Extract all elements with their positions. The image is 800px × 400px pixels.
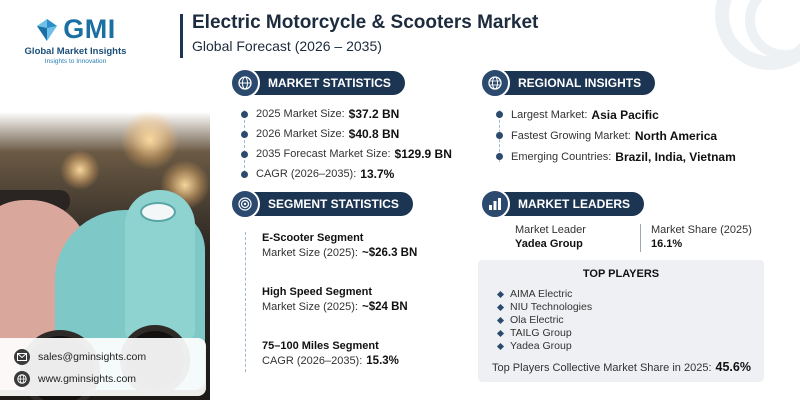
market-leader-name: Yadea Group — [515, 238, 583, 250]
player-item: Yadea Group — [496, 340, 572, 352]
stat-2035-forecast: 2035 Forecast Market Size: $129.9 BN — [240, 144, 460, 164]
market-leaders-header: MARKET LEADERS — [480, 189, 680, 219]
largest-market: Largest Market: Asia Pacific — [495, 104, 765, 125]
player-item: TAILG Group — [496, 327, 572, 339]
website-row[interactable]: www.gminsights.com — [14, 368, 206, 390]
market-leaders-title: MARKET LEADERS — [496, 192, 645, 216]
title-accent-bar — [180, 14, 183, 58]
gmi-logo-icon — [37, 18, 58, 41]
email-row[interactable]: sales@gminsights.com — [14, 346, 206, 368]
gmi-logo[interactable]: GMI Global Market Insights Insights to I… — [18, 14, 133, 65]
mail-icon — [14, 349, 30, 365]
market-share-value: 16.1% — [651, 238, 683, 250]
brand-tagline: Insights to Innovation — [44, 58, 107, 65]
regional-insights-title: REGIONAL INSIGHTS — [496, 71, 656, 95]
globe-chart-icon — [230, 68, 260, 98]
market-statistics-title: MARKET STATISTICS — [246, 71, 405, 95]
fastest-growing-market: Fastest Growing Market: North America — [495, 125, 765, 146]
logo-text: GMI — [63, 14, 116, 44]
market-leader: Market Leader Yadea Group — [515, 224, 586, 250]
target-icon — [230, 189, 260, 219]
player-item: NIU Technologies — [496, 301, 592, 313]
regional-insights-header: REGIONAL INSIGHTS — [480, 68, 680, 98]
segment-statistics-header: SEGMENT STATISTICS — [230, 189, 430, 219]
market-share-label: Market Share (2025) — [651, 224, 752, 236]
segment-high-speed: High Speed Segment Market Size (2025): ~$… — [262, 286, 408, 313]
market-share: Market Share (2025) 16.1% — [651, 224, 752, 250]
globe-icon — [480, 68, 510, 98]
page-title: Electric Motorcycle & Scooters Market — [192, 12, 539, 33]
player-item: Ola Electric — [496, 314, 564, 326]
globe-icon — [14, 371, 30, 387]
market-statistics-header: MARKET STATISTICS — [230, 68, 430, 98]
brand-name: Global Market Insights — [24, 46, 127, 57]
top-players-box: TOP PLAYERS AIMA Electric NIU Technologi… — [478, 260, 764, 382]
segment-divider-line — [245, 232, 246, 372]
segment-statistics-title: SEGMENT STATISTICS — [246, 192, 413, 216]
bar-chart-icon — [480, 189, 510, 219]
stat-2025-size: 2025 Market Size: $37.2 BN — [240, 104, 460, 124]
leader-divider — [640, 224, 641, 252]
email-link[interactable]: sales@gminsights.com — [38, 351, 147, 363]
decorative-ring — [745, 0, 800, 60]
segment-escooter: E-Scooter Segment Market Size (2025): ~$2… — [262, 232, 418, 259]
website-link[interactable]: www.gminsights.com — [38, 373, 137, 385]
contact-box: sales@gminsights.com www.gminsights.com — [0, 338, 206, 396]
stat-cagr: CAGR (2026–2035): 13.7% — [240, 164, 460, 184]
segment-75-100-miles: 75–100 Miles Segment CAGR (2026–2035): 15… — [262, 340, 399, 367]
regional-insights-list: Largest Market: Asia Pacific Fastest Grow… — [495, 104, 765, 168]
page-subtitle: Global Forecast (2026 – 2035) — [192, 38, 382, 54]
collective-share: Top Players Collective Market Share in 2… — [492, 360, 751, 374]
market-statistics-list: 2025 Market Size: $37.2 BN 2026 Market Si… — [240, 104, 460, 184]
stat-2026-size: 2026 Market Size: $40.8 BN — [240, 124, 460, 144]
emerging-countries: Emerging Countries: Brazil, India, Vietna… — [495, 146, 765, 167]
market-leader-label: Market Leader — [515, 224, 586, 236]
top-players-title: TOP PLAYERS — [582, 268, 660, 280]
player-item: AIMA Electric — [496, 288, 572, 300]
